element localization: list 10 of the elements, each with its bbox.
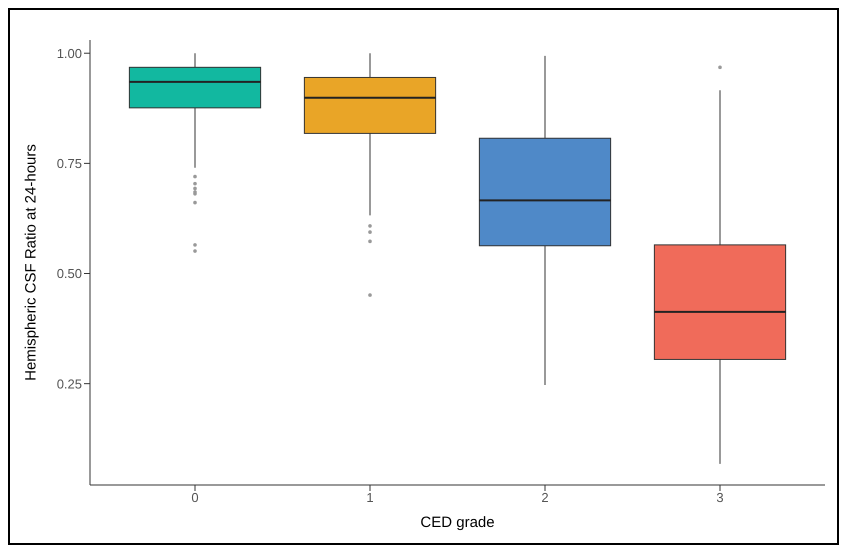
y-tick-label: 0.75: [56, 156, 82, 171]
x-tick-label: 3: [716, 490, 724, 506]
x-tick-label: 2: [541, 490, 549, 506]
x-axis-title: CED grade: [420, 514, 495, 531]
y-axis-title: Hemispheric CSF Ratio at 24-hours: [22, 144, 40, 381]
y-tick-label: 0.50: [56, 266, 82, 282]
x-tick-label: 0: [191, 490, 199, 506]
y-tick-label: 1.00: [56, 46, 82, 61]
y-tick-label: 0.25: [56, 376, 82, 392]
x-tick-label: 1: [366, 490, 374, 506]
